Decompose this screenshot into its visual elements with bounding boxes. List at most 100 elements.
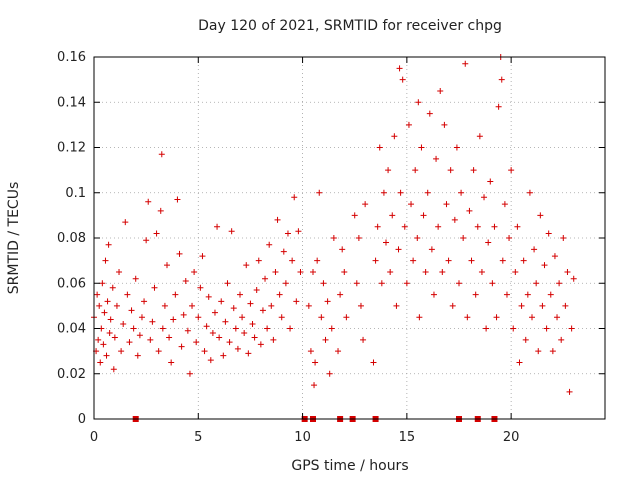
data-point xyxy=(161,302,168,309)
data-point xyxy=(547,291,554,298)
data-point xyxy=(239,314,246,321)
data-point xyxy=(316,189,323,196)
data-point xyxy=(122,219,129,226)
data-point xyxy=(478,268,485,275)
data-point xyxy=(485,239,492,246)
data-point xyxy=(253,287,260,294)
data-point xyxy=(420,212,427,219)
data-point xyxy=(533,280,540,287)
data-point xyxy=(393,302,400,309)
data-point xyxy=(191,268,198,275)
data-point xyxy=(462,60,469,67)
data-point xyxy=(203,323,210,330)
data-point xyxy=(106,330,113,337)
data-point xyxy=(551,253,558,260)
data-point xyxy=(211,309,218,316)
data-point xyxy=(566,388,573,395)
data-point xyxy=(526,189,533,196)
data-point xyxy=(447,167,454,174)
data-point xyxy=(257,341,264,348)
data-point xyxy=(216,334,223,341)
data-point xyxy=(245,350,252,357)
x-tick-label: 5 xyxy=(194,430,202,445)
data-point xyxy=(322,336,329,343)
x-tick-label: 0 xyxy=(90,430,98,445)
data-point xyxy=(424,189,431,196)
data-point xyxy=(370,359,377,366)
data-point xyxy=(130,325,137,332)
data-point xyxy=(259,307,266,314)
data-point xyxy=(147,336,154,343)
data-point xyxy=(412,167,419,174)
data-point xyxy=(178,343,185,350)
data-point xyxy=(568,325,575,332)
data-point xyxy=(510,325,517,332)
data-point xyxy=(464,314,471,321)
data-point xyxy=(193,339,200,346)
data-point xyxy=(201,348,208,355)
data-point xyxy=(293,298,300,305)
data-point xyxy=(449,302,456,309)
data-point xyxy=(498,76,505,83)
data-point xyxy=(554,314,561,321)
data-point xyxy=(378,280,385,287)
data-point xyxy=(237,291,243,298)
data-point xyxy=(422,268,429,275)
data-point xyxy=(539,302,546,309)
data-point xyxy=(99,280,106,287)
data-point xyxy=(430,291,437,298)
data-point xyxy=(380,189,387,196)
data-point xyxy=(186,370,193,377)
data-point xyxy=(410,257,417,264)
data-point xyxy=(564,268,571,275)
data-point xyxy=(180,311,187,318)
data-point xyxy=(126,339,133,346)
data-point xyxy=(408,201,415,208)
data-point xyxy=(481,194,488,201)
data-point xyxy=(466,207,473,214)
data-point xyxy=(232,325,239,332)
data-point xyxy=(516,359,523,366)
data-point xyxy=(168,359,175,366)
data-point xyxy=(514,223,521,230)
data-point xyxy=(214,223,221,230)
data-point xyxy=(537,212,544,219)
grid-lines xyxy=(94,57,605,419)
data-point xyxy=(389,212,396,219)
data-point xyxy=(405,121,412,128)
data-point xyxy=(109,284,116,291)
data-point xyxy=(138,314,145,321)
data-point xyxy=(512,268,519,275)
data-point xyxy=(493,314,500,321)
data-point xyxy=(324,298,331,305)
data-point xyxy=(199,253,206,260)
data-point xyxy=(141,298,148,305)
data-point xyxy=(176,250,183,257)
data-point xyxy=(570,275,577,282)
data-point xyxy=(182,277,189,284)
data-point xyxy=(111,334,118,341)
data-point xyxy=(543,325,550,332)
data-point xyxy=(189,302,196,309)
data-point xyxy=(503,291,510,298)
x-tick-label: 15 xyxy=(399,430,416,445)
data-point xyxy=(153,230,160,237)
data-point xyxy=(264,325,271,332)
data-point xyxy=(172,291,179,298)
y-tick-label: 0.08 xyxy=(57,231,86,246)
data-point xyxy=(415,99,422,106)
data-point xyxy=(272,268,279,275)
data-point xyxy=(100,341,107,348)
data-point xyxy=(166,334,173,341)
data-point xyxy=(307,348,314,355)
x-axis-label: GPS time / hours xyxy=(291,458,408,474)
data-point xyxy=(397,189,404,196)
data-point xyxy=(374,223,381,230)
data-point xyxy=(433,155,440,162)
data-point xyxy=(355,235,362,241)
data-point xyxy=(164,262,170,269)
data-point xyxy=(518,302,525,309)
data-point xyxy=(456,280,462,287)
data-point xyxy=(170,316,177,323)
data-point xyxy=(145,198,152,205)
